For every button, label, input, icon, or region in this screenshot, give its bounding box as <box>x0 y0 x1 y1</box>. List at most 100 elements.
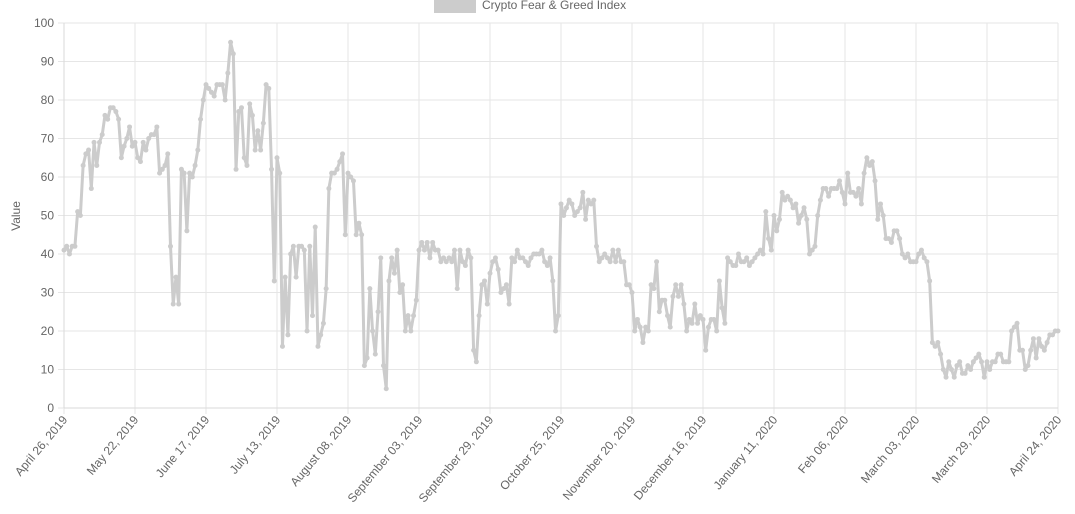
data-point[interactable] <box>965 363 971 369</box>
data-point[interactable] <box>665 313 670 319</box>
data-point[interactable] <box>749 259 755 265</box>
data-point[interactable] <box>760 251 766 257</box>
data-point[interactable] <box>880 213 886 218</box>
data-point[interactable] <box>850 189 856 195</box>
data-point[interactable] <box>137 159 143 165</box>
data-point[interactable] <box>888 239 894 245</box>
data-point[interactable] <box>670 293 676 299</box>
data-point[interactable] <box>75 209 81 215</box>
data-point[interactable] <box>984 359 990 365</box>
data-point[interactable] <box>703 347 709 353</box>
data-point[interactable] <box>817 197 823 203</box>
data-point[interactable] <box>776 216 782 222</box>
data-point[interactable] <box>1022 367 1028 372</box>
data-point[interactable] <box>367 286 373 292</box>
data-point[interactable] <box>151 132 157 138</box>
data-point[interactable] <box>662 297 668 303</box>
data-point[interactable] <box>894 228 900 234</box>
data-point[interactable] <box>449 259 455 265</box>
data-point[interactable] <box>744 255 750 261</box>
data-point[interactable] <box>340 151 346 157</box>
data-point[interactable] <box>566 197 572 203</box>
data-point[interactable] <box>490 259 496 265</box>
data-point[interactable] <box>282 274 288 280</box>
data-point[interactable] <box>277 170 283 176</box>
data-point[interactable] <box>157 170 163 176</box>
data-point[interactable] <box>979 359 985 365</box>
data-point[interactable] <box>364 355 370 361</box>
data-point[interactable] <box>102 112 108 118</box>
data-point[interactable] <box>391 270 397 276</box>
data-point[interactable] <box>626 282 632 288</box>
data-point[interactable] <box>809 247 815 253</box>
data-point[interactable] <box>462 263 468 269</box>
data-point[interactable] <box>550 278 556 284</box>
data-point[interactable] <box>77 213 83 218</box>
data-point[interactable] <box>640 340 646 346</box>
data-point[interactable] <box>331 170 337 176</box>
data-point[interactable] <box>733 263 739 269</box>
data-point[interactable] <box>902 255 908 261</box>
data-point[interactable] <box>454 286 460 292</box>
data-point[interactable] <box>787 197 793 203</box>
data-point[interactable] <box>987 367 993 372</box>
data-point[interactable] <box>913 259 919 265</box>
data-point[interactable] <box>807 251 812 257</box>
data-point[interactable] <box>132 139 138 145</box>
data-point[interactable] <box>523 259 528 265</box>
data-point[interactable] <box>839 189 845 195</box>
data-point[interactable] <box>80 162 86 168</box>
data-point[interactable] <box>1025 363 1031 369</box>
data-point[interactable] <box>498 290 504 295</box>
data-point[interactable] <box>471 347 477 353</box>
data-point[interactable] <box>121 143 127 149</box>
data-point[interactable] <box>146 136 152 141</box>
data-point[interactable] <box>651 286 657 292</box>
data-point[interactable] <box>561 213 567 218</box>
data-point[interactable] <box>154 124 160 130</box>
data-point[interactable] <box>94 162 100 168</box>
data-point[interactable] <box>1009 328 1015 334</box>
data-point[interactable] <box>176 301 182 307</box>
data-point[interactable] <box>815 213 821 218</box>
legend-swatch[interactable] <box>434 0 476 13</box>
data-point[interactable] <box>124 136 130 141</box>
data-point[interactable] <box>684 328 690 334</box>
data-point[interactable] <box>326 186 332 192</box>
data-point[interactable] <box>558 201 564 207</box>
data-point[interactable] <box>225 70 231 76</box>
data-point[interactable] <box>244 162 250 168</box>
data-point[interactable] <box>804 216 810 222</box>
data-point[interactable] <box>86 147 92 153</box>
data-point[interactable] <box>943 374 949 380</box>
data-point[interactable] <box>110 105 116 111</box>
data-point[interactable] <box>159 166 165 172</box>
data-point[interactable] <box>632 328 638 334</box>
data-point[interactable] <box>716 278 722 284</box>
data-point[interactable] <box>389 255 395 261</box>
data-point[interactable] <box>348 174 354 180</box>
data-point[interactable] <box>629 290 635 295</box>
data-point[interactable] <box>266 85 272 91</box>
data-point[interactable] <box>198 116 204 122</box>
data-point[interactable] <box>962 370 968 376</box>
data-point[interactable] <box>337 159 343 165</box>
data-point[interactable] <box>394 247 400 253</box>
data-point[interactable] <box>200 97 206 103</box>
data-point[interactable] <box>386 278 392 284</box>
data-point[interactable] <box>692 301 698 307</box>
data-point[interactable] <box>165 151 171 157</box>
data-point[interactable] <box>675 293 681 299</box>
data-point[interactable] <box>195 147 201 153</box>
data-point[interactable] <box>375 309 381 315</box>
data-point[interactable] <box>285 332 291 338</box>
data-point[interactable] <box>1044 340 1050 346</box>
data-point[interactable] <box>421 247 427 253</box>
data-point[interactable] <box>397 290 403 295</box>
data-point[interactable] <box>689 320 695 326</box>
data-point[interactable] <box>577 205 583 211</box>
data-point[interactable] <box>927 278 933 284</box>
data-point[interactable] <box>383 386 389 392</box>
data-point[interactable] <box>648 282 654 288</box>
data-point[interactable] <box>932 343 938 349</box>
